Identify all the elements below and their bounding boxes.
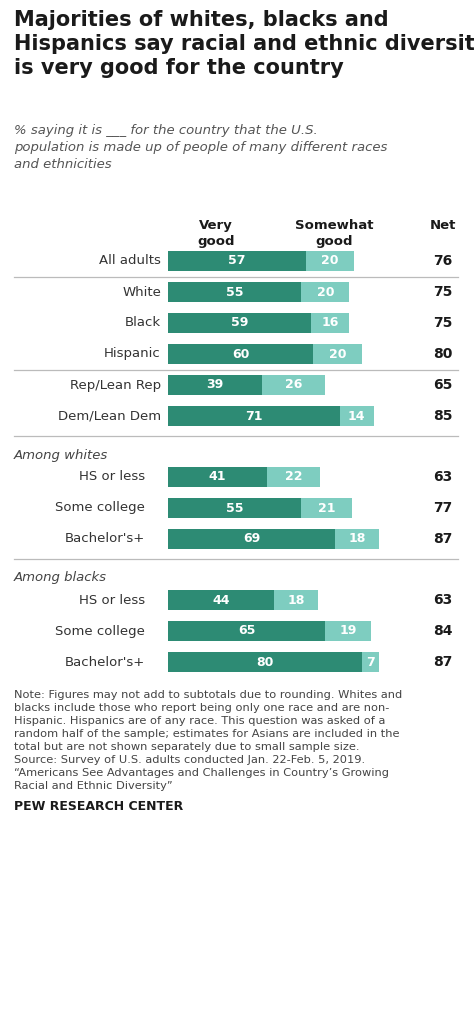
Text: 77: 77 (433, 501, 453, 515)
Text: Very
good: Very good (197, 219, 235, 248)
Bar (340, 406, 374, 426)
Text: 20: 20 (321, 255, 339, 267)
Text: HS or less: HS or less (79, 594, 145, 606)
Text: 71: 71 (245, 410, 263, 423)
Text: Some college: Some college (55, 502, 145, 514)
Bar (301, 498, 352, 518)
Text: 63: 63 (433, 593, 453, 607)
Text: 85: 85 (433, 409, 453, 423)
Text: Among blacks: Among blacks (14, 571, 107, 585)
Text: Bachelor's+: Bachelor's+ (65, 532, 145, 546)
Bar (168, 652, 362, 672)
Bar (168, 251, 306, 271)
Bar (168, 529, 335, 549)
Text: 87: 87 (433, 532, 453, 546)
Text: Black: Black (125, 316, 161, 330)
Bar (168, 590, 274, 610)
Bar (306, 251, 355, 271)
Bar (301, 282, 349, 302)
Text: 63: 63 (433, 470, 453, 484)
Text: 80: 80 (256, 655, 273, 669)
Text: % saying it is ___ for the country that the U.S.
population is made up of people: % saying it is ___ for the country that … (14, 124, 387, 171)
Text: 87: 87 (433, 655, 453, 669)
Text: 20: 20 (328, 347, 346, 360)
Text: 80: 80 (433, 347, 453, 361)
Bar (313, 344, 362, 364)
Text: Among whites: Among whites (14, 449, 108, 462)
Text: Racial and Ethnic Diversity”: Racial and Ethnic Diversity” (14, 781, 173, 791)
Text: 57: 57 (228, 255, 246, 267)
Bar (168, 313, 311, 333)
Text: Hispanic. Hispanics are of any race. This question was asked of a: Hispanic. Hispanics are of any race. Thi… (14, 716, 385, 726)
Text: 19: 19 (339, 625, 357, 638)
Bar (168, 406, 340, 426)
Text: Rep/Lean Rep: Rep/Lean Rep (70, 379, 161, 391)
Bar (311, 313, 349, 333)
Bar (263, 375, 325, 395)
Text: 18: 18 (288, 594, 305, 606)
Text: 84: 84 (433, 624, 453, 638)
Bar (362, 652, 379, 672)
Text: 26: 26 (285, 379, 302, 391)
Bar (168, 375, 263, 395)
Text: “Americans See Advantages and Challenges in Country’s Growing: “Americans See Advantages and Challenges… (14, 768, 389, 778)
Text: 55: 55 (226, 502, 243, 514)
Text: Source: Survey of U.S. adults conducted Jan. 22-Feb. 5, 2019.: Source: Survey of U.S. adults conducted … (14, 755, 365, 765)
Text: 7: 7 (366, 655, 374, 669)
Text: 21: 21 (318, 502, 335, 514)
Text: All adults: All adults (99, 255, 161, 267)
Bar (325, 621, 371, 641)
Text: Majorities of whites, blacks and
Hispanics say racial and ethnic diversity
is ve: Majorities of whites, blacks and Hispani… (14, 10, 474, 78)
Text: total but are not shown separately due to small sample size.: total but are not shown separately due t… (14, 742, 359, 752)
Text: Note: Figures may not add to subtotals due to rounding. Whites and: Note: Figures may not add to subtotals d… (14, 690, 402, 700)
Text: 76: 76 (433, 254, 453, 268)
Text: 14: 14 (348, 410, 365, 423)
Text: 39: 39 (207, 379, 224, 391)
Text: Dem/Lean Dem: Dem/Lean Dem (58, 410, 161, 423)
Text: 65: 65 (238, 625, 255, 638)
Bar (274, 590, 318, 610)
Text: 41: 41 (209, 470, 227, 483)
Text: 75: 75 (433, 285, 453, 299)
Text: blacks include those who report being only one race and are non-: blacks include those who report being on… (14, 703, 389, 713)
Text: Net: Net (430, 219, 456, 232)
Bar (168, 621, 325, 641)
Text: Somewhat
good: Somewhat good (295, 219, 373, 248)
Text: 44: 44 (212, 594, 230, 606)
Bar (168, 344, 313, 364)
Text: Bachelor's+: Bachelor's+ (65, 655, 145, 669)
Text: 18: 18 (348, 532, 365, 546)
Text: random half of the sample; estimates for Asians are included in the: random half of the sample; estimates for… (14, 729, 400, 739)
Text: PEW RESEARCH CENTER: PEW RESEARCH CENTER (14, 800, 183, 813)
Bar (168, 498, 301, 518)
Text: 59: 59 (231, 316, 248, 330)
Bar (168, 467, 267, 487)
Text: 20: 20 (317, 286, 334, 299)
Text: Hispanic: Hispanic (104, 347, 161, 360)
Text: HS or less: HS or less (79, 470, 145, 483)
Text: 60: 60 (232, 347, 249, 360)
Text: Some college: Some college (55, 625, 145, 638)
Text: 75: 75 (433, 316, 453, 330)
Text: White: White (122, 286, 161, 299)
Text: 69: 69 (243, 532, 260, 546)
Bar (267, 467, 320, 487)
Text: 65: 65 (433, 378, 453, 392)
Bar (168, 282, 301, 302)
Text: 16: 16 (321, 316, 339, 330)
Text: 22: 22 (285, 470, 302, 483)
Bar (335, 529, 379, 549)
Text: 55: 55 (226, 286, 243, 299)
